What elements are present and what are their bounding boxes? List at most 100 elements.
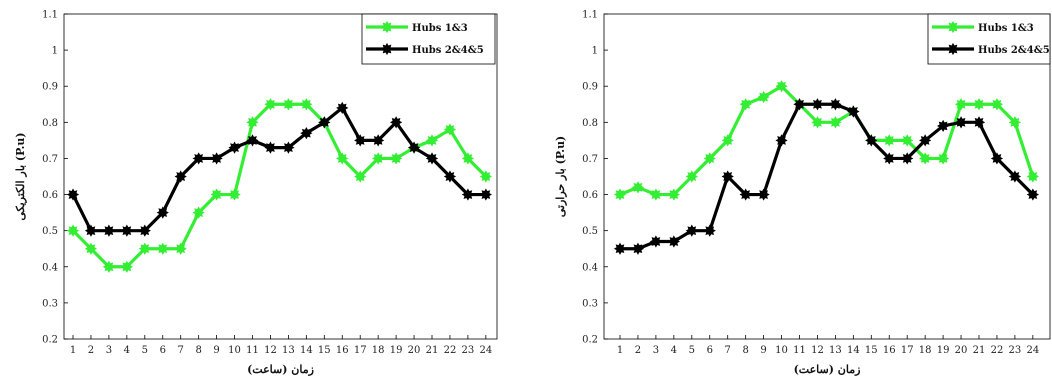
data-point — [901, 152, 914, 165]
data-point — [372, 134, 385, 147]
x-tick-label: 22 — [444, 345, 457, 356]
x-tick-label: 19 — [937, 345, 950, 356]
data-point — [757, 188, 770, 201]
data-point — [919, 152, 932, 165]
data-point — [354, 134, 367, 147]
x-tick-label: 5 — [689, 345, 695, 356]
y-tick-label: 0.9 — [582, 82, 598, 93]
data-point — [631, 242, 645, 255]
data-point — [138, 242, 151, 255]
x-tick-label: 15 — [318, 345, 331, 356]
legend-marker — [380, 20, 394, 34]
data-point — [246, 116, 259, 129]
legend-box — [927, 13, 1051, 65]
data-point — [264, 98, 277, 111]
x-tick-label: 11 — [793, 345, 806, 356]
data-point — [192, 206, 205, 219]
data-point — [461, 188, 475, 201]
data-point — [972, 98, 986, 111]
y-tick-label: 0.5 — [582, 226, 598, 237]
legend-label: Hubs 1&3 — [978, 23, 1034, 34]
data-point — [757, 90, 770, 104]
x-tick-label: 6 — [160, 345, 166, 356]
data-point — [990, 152, 1004, 165]
x-tick-label: 14 — [300, 345, 313, 356]
data-point — [883, 152, 896, 165]
data-point — [613, 242, 627, 255]
x-tick-label: 23 — [462, 345, 475, 356]
data-point — [336, 152, 349, 165]
data-point — [721, 170, 734, 183]
data-point — [138, 224, 151, 237]
data-point — [479, 188, 492, 201]
x-tick-label: 3 — [653, 345, 659, 356]
x-tick-label: 9 — [760, 345, 766, 356]
data-point — [990, 98, 1004, 111]
x-tick-label: 10 — [775, 345, 788, 356]
y-tick-label: 0.2 — [582, 335, 598, 346]
x-tick-label: 9 — [213, 345, 219, 356]
data-point — [936, 152, 950, 165]
data-point — [811, 98, 824, 111]
y-tick-label: 0.7 — [582, 154, 598, 165]
data-point — [703, 152, 716, 165]
y-tick-label: 1 — [592, 46, 598, 57]
data-point — [703, 224, 716, 237]
data-point — [649, 188, 663, 201]
y-tick-label: 0.9 — [42, 82, 58, 93]
chart-2: 0.20.30.40.50.60.70.80.911.11 2 3 4 5 6 7 8 9 10 1… — [554, 10, 1051, 376]
y-axis-label: بار حرارتی (P.u) — [554, 136, 567, 218]
x-tick-label: 8 — [195, 345, 201, 356]
x-tick-label: 12 — [811, 345, 824, 356]
x-tick-label: 12 — [264, 345, 277, 356]
data-point — [667, 235, 680, 248]
y-tick-label: 0.7 — [42, 154, 58, 165]
data-point — [425, 152, 439, 165]
data-point — [336, 101, 349, 115]
x-tick-label: 4 — [671, 345, 677, 356]
data-point — [66, 188, 80, 201]
legend-box — [361, 13, 496, 65]
x-tick-label: 19 — [390, 345, 403, 356]
y-tick-label: 0.6 — [582, 190, 598, 201]
x-tick-label: 7 — [178, 345, 184, 356]
x-tick-label: 10 — [228, 345, 241, 356]
data-point — [829, 98, 842, 111]
x-tick-label: 18 — [372, 345, 385, 356]
legend-marker — [946, 42, 960, 56]
data-point — [156, 206, 169, 219]
y-tick-label: 0.3 — [42, 298, 58, 309]
data-point — [811, 116, 824, 129]
legend: Hubs 1&3 Hubs 2&4&5 — [361, 13, 496, 65]
data-point — [793, 98, 806, 111]
data-point — [1008, 170, 1022, 183]
x-tick-label: 5 — [142, 345, 148, 356]
data-point — [847, 105, 860, 118]
data-point — [174, 170, 187, 183]
data-point — [300, 98, 313, 111]
data-point — [389, 116, 403, 129]
data-point — [354, 170, 367, 183]
data-point — [775, 134, 788, 147]
data-point — [721, 134, 734, 147]
y-tick-label: 1.1 — [582, 10, 598, 21]
data-point — [954, 98, 968, 111]
data-point — [156, 242, 169, 255]
data-point — [461, 152, 475, 165]
data-point — [1026, 170, 1039, 183]
data-point — [865, 134, 878, 147]
data-point — [407, 141, 421, 154]
data-point — [210, 188, 223, 201]
y-tick-label: 1 — [52, 46, 58, 57]
data-point — [443, 170, 457, 183]
data-point — [883, 134, 896, 147]
y-tick-label: 0.2 — [42, 335, 58, 346]
data-point — [192, 152, 205, 165]
legend-marker — [946, 20, 960, 34]
x-tick-label: 2 — [635, 345, 641, 356]
data-point — [685, 224, 698, 237]
y-tick-label: 1.1 — [42, 10, 58, 21]
data-point — [775, 80, 788, 93]
x-tick-label: 1 — [70, 345, 76, 356]
